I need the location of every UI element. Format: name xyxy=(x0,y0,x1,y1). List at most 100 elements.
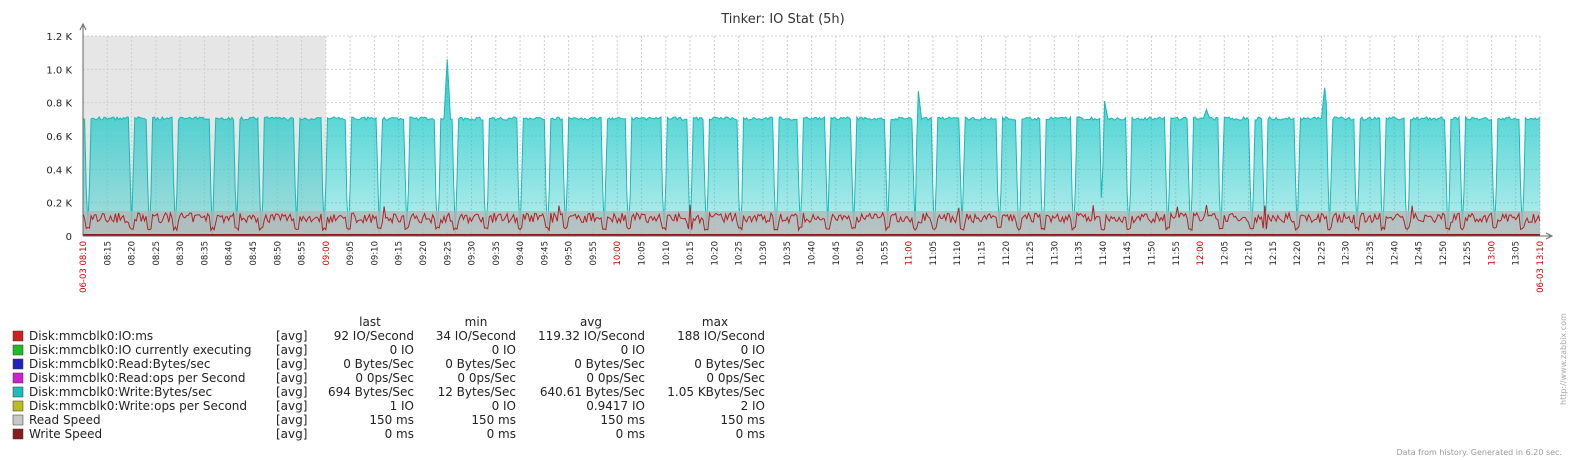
x-tick-label: 09:50 xyxy=(565,241,575,266)
legend-value-max: 2 IO xyxy=(741,399,765,413)
legend-value-max: 0 IO xyxy=(741,343,765,357)
x-start-label: 06-03 08:10 xyxy=(79,241,89,293)
y-tick-label: 0.2 K xyxy=(46,199,72,210)
footer-note: Data from history. Generated in 6.20 sec… xyxy=(1397,448,1562,457)
x-tick-label: 08:25 xyxy=(152,241,162,266)
x-tick-label: 09:45 xyxy=(540,241,550,266)
x-tick-label: 08:20 xyxy=(128,241,138,266)
legend: last min avg max Disk:mmcblk0:IO:ms [avg] 92 I… xyxy=(12,315,765,441)
x-tick-label: 11:55 xyxy=(1172,241,1182,266)
legend-swatch xyxy=(12,428,24,440)
series-io-ms xyxy=(82,204,1541,232)
zabbix-watermark: http://www.zabbix.com xyxy=(1559,313,1568,405)
x-tick-label: 09:25 xyxy=(443,241,453,266)
legend-series-name: Disk:mmcblk0:IO currently executing xyxy=(29,343,251,357)
x-tick-label: 09:30 xyxy=(468,241,478,266)
legend-series-name: Disk:mmcblk0:IO:ms xyxy=(29,329,153,343)
series-read-speed xyxy=(83,211,1540,236)
x-tick-label: 11:10 xyxy=(953,241,963,266)
x-tick-label: 09:35 xyxy=(492,241,502,266)
y-tick-label: 0 xyxy=(66,232,72,243)
x-tick-label: 11:45 xyxy=(1123,241,1133,266)
chart-title: Tinker: IO Stat (5h) xyxy=(720,12,844,27)
legend-value-last: 0 ms xyxy=(385,427,414,441)
legend-value-last: 0 Bytes/Sec xyxy=(343,357,414,371)
legend-value-last: 0 0ps/Sec xyxy=(355,371,414,385)
legend-value-min: 0 IO xyxy=(492,343,516,357)
legend-value-max: 0 0ps/Sec xyxy=(706,371,765,385)
legend-value-last: 150 ms xyxy=(369,413,414,427)
legend-value-avg: 150 ms xyxy=(600,413,645,427)
legend-func: [avg] xyxy=(276,385,307,399)
legend-value-max: 0 ms xyxy=(736,427,765,441)
x-tick-label: 12:05 xyxy=(1220,241,1230,266)
legend-value-last: 1 IO xyxy=(390,399,414,413)
legend-value-min: 0 Bytes/Sec xyxy=(445,357,516,371)
legend-value-avg: 0 ms xyxy=(616,427,645,441)
legend-header-last: last xyxy=(359,315,381,329)
y-tick-label: 0.8 K xyxy=(46,99,72,110)
legend-value-min: 34 IO/Second xyxy=(436,329,516,343)
legend-value-min: 150 ms xyxy=(471,413,516,427)
legend-swatch xyxy=(12,330,24,342)
x-tick-label: 10:50 xyxy=(856,241,866,266)
x-tick-label: 12:00 xyxy=(1196,241,1206,266)
x-axis-arrow xyxy=(1545,232,1554,240)
x-tick-label: 12:15 xyxy=(1269,241,1279,266)
x-tick-label: 11:35 xyxy=(1075,241,1085,266)
y-tick-label: 1.2 K xyxy=(46,32,72,43)
legend-value-last: 0 IO xyxy=(390,343,414,357)
legend-value-max: 150 ms xyxy=(720,413,765,427)
x-tick-label: 12:40 xyxy=(1390,241,1400,266)
legend-value-max: 1.05 KBytes/Sec xyxy=(667,385,765,399)
legend-func: [avg] xyxy=(276,329,307,343)
legend-header-max: max xyxy=(702,315,728,329)
legend-swatch xyxy=(12,414,24,426)
legend-series-name: Disk:mmcblk0:Write:ops per Second xyxy=(29,399,247,413)
legend-swatch xyxy=(12,344,24,356)
x-end-label: 06-03 13:10 xyxy=(1536,241,1546,293)
legend-value-max: 188 IO/Second xyxy=(677,329,765,343)
x-tick-label: 12:55 xyxy=(1463,241,1473,266)
x-tick-label: 10:55 xyxy=(880,241,890,266)
legend-header-min: min xyxy=(465,315,488,329)
x-tick-label: 10:20 xyxy=(710,241,720,266)
x-tick-label: 09:55 xyxy=(589,241,599,266)
x-tick-label: 10:45 xyxy=(832,241,842,266)
legend-swatch xyxy=(12,372,24,384)
x-tick-label: 11:05 xyxy=(929,241,939,266)
x-tick-label: 11:50 xyxy=(1147,241,1157,266)
x-tick-label: 13:00 xyxy=(1487,241,1497,266)
x-tick-label: 09:40 xyxy=(516,241,526,266)
x-tick-label: 08:30 xyxy=(176,241,186,266)
legend-value-avg: 0 IO xyxy=(621,343,645,357)
legend-series-name: Disk:mmcblk0:Read:ops per Second xyxy=(29,371,246,385)
series-write-bytes-area xyxy=(83,59,1540,236)
legend-value-avg: 119.32 IO/Second xyxy=(538,329,645,343)
x-tick-label: 10:00 xyxy=(613,241,623,266)
legend-func: [avg] xyxy=(276,357,307,371)
y-tick-label: 0.6 K xyxy=(46,132,72,143)
x-tick-label: 12:35 xyxy=(1366,241,1376,266)
legend-series-name: Write Speed xyxy=(29,427,102,441)
legend-func: [avg] xyxy=(276,399,307,413)
legend-func: [avg] xyxy=(276,413,307,427)
legend-swatch xyxy=(12,400,24,412)
legend-value-last: 92 IO/Second xyxy=(334,329,414,343)
legend-value-min: 0 IO xyxy=(492,399,516,413)
x-tick-label: 10:05 xyxy=(638,241,648,266)
x-tick-label: 11:00 xyxy=(905,241,915,266)
x-tick-label: 09:10 xyxy=(370,241,380,266)
x-tick-label: 12:20 xyxy=(1293,241,1303,266)
x-tick-label: 10:30 xyxy=(759,241,769,266)
legend-value-avg: 0 0ps/Sec xyxy=(586,371,645,385)
y-axis-arrow xyxy=(79,22,87,31)
x-tick-label: 12:10 xyxy=(1245,241,1255,266)
axes: 0 0.2 K 0.4 K 0.6 K 0.8 K 1.0 K 1.2 K 06-03 08:… xyxy=(46,22,1554,293)
x-tick-label: 11:15 xyxy=(977,241,987,266)
legend-swatch xyxy=(12,386,24,398)
x-tick-label: 08:55 xyxy=(298,241,308,266)
x-tick-label: 13:05 xyxy=(1512,241,1522,266)
x-tick-label: 11:40 xyxy=(1099,241,1109,266)
